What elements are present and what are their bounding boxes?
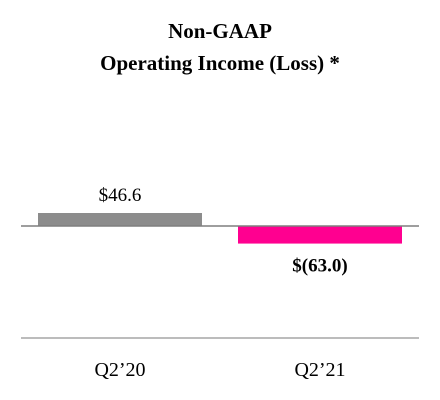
chart-title-line-1: Non-GAAP [168, 19, 272, 43]
category-label-0: Q2’20 [94, 359, 145, 381]
bar-0 [38, 213, 202, 226]
data-label-1: $(63.0) [292, 256, 347, 277]
plot-area: $46.6 Q2’20 $(63.0) Q2’21 [21, 185, 419, 381]
bar-1 [238, 226, 402, 244]
data-label-0: $46.6 [99, 185, 142, 206]
category-label-1: Q2’21 [294, 359, 345, 381]
chart-title-line-2: Operating Income (Loss) * [100, 51, 340, 75]
